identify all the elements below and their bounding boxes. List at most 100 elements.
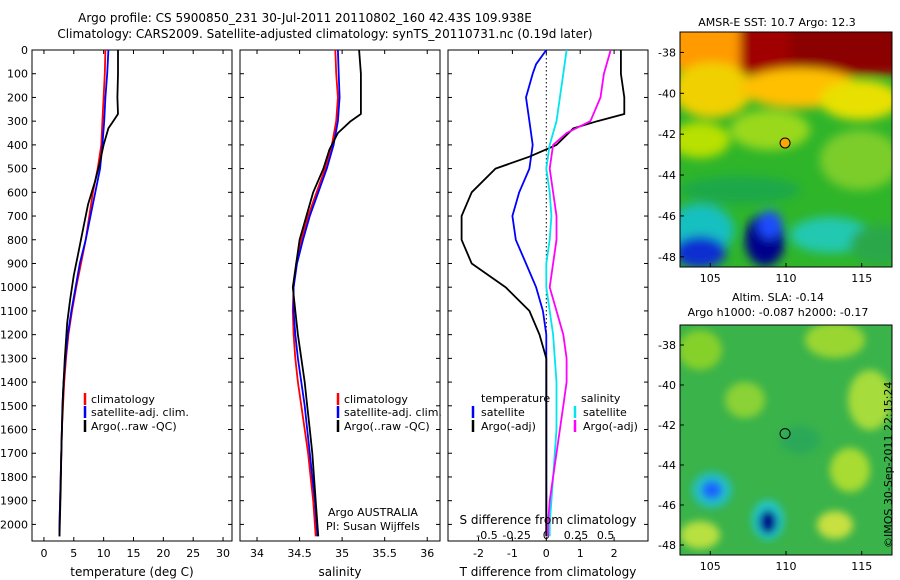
sla-map-title-2: Argo h1000: -0.087 h2000: -0.17 — [688, 306, 869, 319]
temperature-series — [58, 49, 119, 537]
depth-tick-label: 600 — [7, 186, 28, 199]
header-line1: Argo profile: CS 5900850_231 30-Jul-2011… — [78, 11, 532, 25]
x-tick-label: 15 — [126, 547, 140, 560]
x-tick-label: 35 — [335, 547, 349, 560]
argo-location-marker — [779, 428, 791, 440]
series-line-argo-adj- — [460, 50, 626, 537]
sst-heatmap-field — [680, 32, 892, 267]
annotation-pi: PI: Susan Wijffels — [326, 520, 420, 533]
depth-tick-label: 1200 — [0, 329, 28, 342]
depth-tick-label: 200 — [7, 91, 28, 104]
map-x-tick-label: 110 — [776, 560, 797, 573]
legend-label-t-satellite: satellite — [481, 406, 525, 419]
temperature-x-ticks: 0 5 10 15 20 25 300100200300400500600700800900… — [0, 44, 232, 560]
x-tick-label: 5 — [70, 547, 77, 560]
series-line-argo-raw-qc- — [58, 50, 119, 537]
depth-tick-label: 1100 — [0, 305, 28, 318]
map-y-tick-label: -38 — [658, 339, 676, 352]
map-y-tick-label: -46 — [658, 499, 676, 512]
depth-tick-label: 800 — [7, 234, 28, 247]
temperature-legend: climatology satellite-adj. clim. Argo(..… — [83, 393, 189, 433]
legend-label-climatology: climatology — [91, 393, 155, 406]
sdiff-tick-label: 0.25 — [564, 529, 589, 542]
depth-tick-label: 400 — [7, 139, 28, 152]
salinity-xlabel: salinity — [318, 565, 361, 579]
map-x-tick-label: 105 — [700, 560, 721, 573]
legend-title-temperature: temperature — [481, 392, 550, 405]
map-y-tick-label: -42 — [658, 128, 676, 141]
x-tick-label: -2 — [473, 547, 484, 560]
tdiff-x-ticks: -2 -1 0 1 2 — [448, 49, 648, 560]
x-tick-label: 30 — [216, 547, 230, 560]
map-y-tick-label: -44 — [658, 459, 676, 472]
x-tick-label: 0 — [543, 547, 550, 560]
legend-label-satellite: satellite-adj. clim. — [344, 406, 442, 419]
annotation-argo-australia: Argo AUSTRALIA — [328, 506, 418, 519]
depth-tick-label: 0 — [21, 44, 28, 57]
panel-temperature: 0 5 10 15 20 25 300100200300400500600700800900… — [0, 44, 233, 579]
sdiff-tick-label: 0.5 — [597, 529, 615, 542]
legend-title-salinity: salinity — [581, 392, 621, 405]
argo-location-marker — [779, 137, 791, 149]
x-tick-label: 35.5 — [372, 547, 397, 560]
sst-map: AMSR-E SST: 10.7 Argo: 12.3 — [658, 16, 893, 285]
map-y-tick-label: -48 — [658, 251, 676, 264]
x-tick-label: 34.5 — [287, 547, 312, 560]
imos-credit: ©IMOS 30-Sep-2011 22:15:24 — [882, 382, 895, 548]
depth-tick-label: 1400 — [0, 376, 28, 389]
depth-tick-label: 1600 — [0, 424, 28, 437]
legend-label-argo: Argo(..raw -QC) — [344, 420, 430, 433]
series-line-argo-raw-qc- — [291, 49, 362, 537]
salinity-legend: climatology satellite-adj. clim. Argo(..… — [336, 393, 442, 433]
salinity-series — [291, 49, 362, 537]
sdiff-tick-label: -0.25 — [502, 529, 530, 542]
temperature-xlabel: temperature (deg C) — [70, 565, 193, 579]
panel-salinity-frame — [239, 49, 441, 542]
depth-tick-label: 500 — [7, 163, 28, 176]
x-tick-label: 36 — [420, 547, 434, 560]
map-y-tick-label: -44 — [658, 169, 676, 182]
panel-differences: -2 -1 0 1 2 -0.5 -0.25 0 0.25 0.5 T difference f… — [447, 49, 649, 579]
sst-map-ticks: 105 110 115 -38 -40 -42 -44 -46 -48 — [658, 46, 872, 285]
difference-series — [460, 49, 626, 537]
sla-map: Altim. SLA: -0.14 Argo h1000: -0.087 h20… — [658, 291, 893, 573]
map-y-tick-label: -42 — [658, 419, 676, 432]
panel-temperature-frame — [31, 49, 233, 542]
sla-map-ticks: 105 110 115 -38 -40 -42 -44 -46 -48 — [658, 339, 872, 573]
map-y-tick-label: -38 — [658, 46, 676, 59]
map-y-tick-label: -48 — [658, 539, 676, 552]
map-x-tick-label: 105 — [700, 272, 721, 285]
x-tick-label: 0 — [40, 547, 47, 560]
series-line-argo-adj- — [547, 49, 612, 537]
depth-tick-label: 2000 — [0, 518, 28, 531]
legend-label-satellite: satellite-adj. clim. — [91, 406, 189, 419]
legend-label-argo: Argo(..raw -QC) — [91, 420, 177, 433]
depth-tick-label: 1800 — [0, 471, 28, 484]
x-tick-label: 10 — [97, 547, 111, 560]
x-tick-label: 2 — [611, 547, 618, 560]
differences-legend: temperature salinity satellite Argo(-adj… — [471, 392, 638, 433]
tdiff-xlabel: T difference from climatology — [459, 565, 637, 579]
depth-tick-label: 1700 — [0, 447, 28, 460]
sdiff-tick-label: -0.5 — [476, 529, 497, 542]
depth-tick-label: 1500 — [0, 400, 28, 413]
salinity-x-ticks: 34 34.5 35 35.5 36 — [240, 49, 440, 560]
map-y-tick-label: -40 — [658, 87, 676, 100]
header-line2: Climatology: CARS2009. Satellite-adjuste… — [57, 27, 592, 41]
sla-heatmap-field — [680, 325, 892, 555]
depth-tick-label: 700 — [7, 210, 28, 223]
depth-tick-label: 100 — [7, 68, 28, 81]
sla-map-title-1: Altim. SLA: -0.14 — [732, 291, 824, 304]
sdiff-label: S difference from climatology — [460, 513, 637, 527]
depth-tick-label: 1300 — [0, 352, 28, 365]
x-tick-label: 20 — [156, 547, 170, 560]
map-y-tick-label: -40 — [658, 379, 676, 392]
x-tick-label: 1 — [577, 547, 584, 560]
legend-label-t-argo: Argo(-adj) — [481, 420, 536, 433]
depth-tick-label: 1900 — [0, 495, 28, 508]
legend-label-climatology: climatology — [344, 393, 408, 406]
x-tick-label: 25 — [186, 547, 200, 560]
depth-tick-label: 900 — [7, 257, 28, 270]
map-y-tick-label: -46 — [658, 210, 676, 223]
